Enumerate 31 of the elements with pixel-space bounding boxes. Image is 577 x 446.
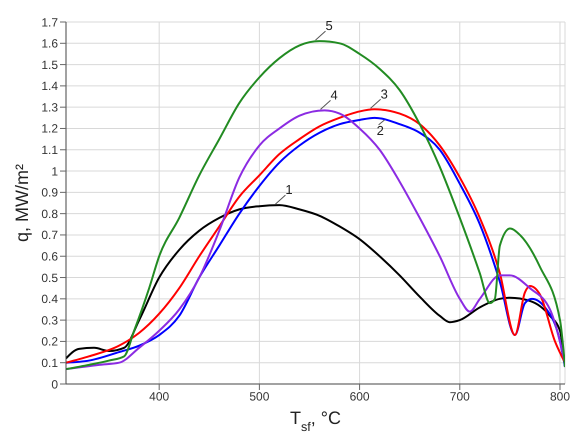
y-tick-label: 1.7 [41, 15, 58, 30]
y-tick-label: 1.3 [41, 100, 58, 114]
y-tick-label: 0 [51, 377, 58, 392]
series-label: 2 [376, 122, 384, 138]
x-tick-label: 600 [350, 390, 370, 404]
y-tick-label: 0.6 [41, 249, 58, 264]
series-label: 5 [326, 18, 333, 34]
y-tick-label: 1.6 [41, 36, 58, 51]
y-tick-label: 1 [51, 164, 58, 178]
y-tick-label: 1.5 [41, 58, 58, 72]
x-tick-label: 700 [450, 390, 470, 404]
y-tick-label: 0.2 [41, 334, 58, 349]
x-tick-label: 800 [550, 390, 570, 404]
y-tick-label: 0.5 [41, 270, 58, 285]
y-tick-label: 0.4 [41, 292, 58, 306]
series-label: 1 [285, 182, 293, 198]
y-tick-label: 0.8 [41, 206, 58, 221]
x-axis-title: T$_{sf}$, °C [290, 408, 341, 434]
series-label: 3 [380, 86, 388, 102]
x-tick-label: 500 [249, 390, 270, 404]
y-axis-title: q, MW/m² [12, 164, 32, 242]
y-tick-label: 1.1 [41, 143, 58, 158]
y-tick-label: 0.7 [41, 228, 58, 242]
y-tick-label: 0.1 [41, 356, 58, 370]
y-tick-label: 0.9 [41, 186, 58, 200]
line-series [66, 40, 565, 370]
y-tick-label: 1.4 [41, 79, 58, 94]
y-tick-label: 0.3 [41, 313, 58, 328]
y-tick-label: 1.2 [41, 122, 58, 136]
x-tick-label: 400 [149, 390, 170, 404]
series-label: 4 [330, 87, 338, 102]
